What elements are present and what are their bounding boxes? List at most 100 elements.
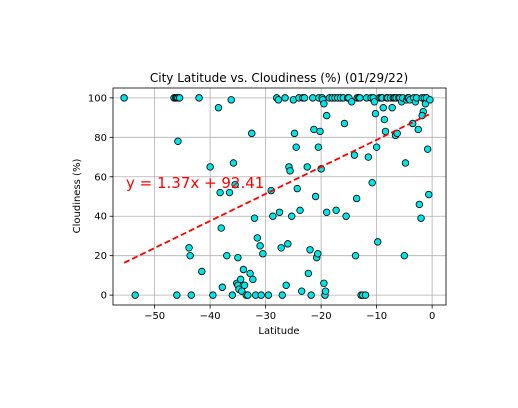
data-point (316, 127, 324, 136)
data-point (248, 129, 256, 138)
x-tick-label: −40 (200, 311, 221, 322)
data-point (379, 104, 387, 112)
data-point (206, 163, 214, 171)
data-point (304, 269, 313, 278)
data-point (120, 94, 128, 102)
data-point (298, 287, 306, 295)
x-tick-label: −10 (366, 311, 387, 322)
data-point (322, 208, 331, 216)
data-point (256, 242, 264, 250)
data-point (257, 291, 265, 299)
data-point (225, 188, 234, 197)
data-point (277, 244, 285, 252)
regression-line-path (123, 113, 430, 264)
data-point (214, 104, 223, 112)
data-point (198, 267, 206, 276)
data-point (131, 291, 139, 299)
data-point (361, 291, 370, 299)
data-point (332, 206, 340, 215)
y-tick-label: 100 (88, 93, 107, 104)
data-point (290, 129, 299, 138)
data-point (400, 251, 409, 260)
y-axis-ticks: 0 20 40 60 80 100 (88, 93, 113, 302)
data-point (300, 94, 309, 102)
data-point (195, 94, 203, 102)
x-tick-label: 0 (429, 311, 435, 322)
regression-line (123, 113, 430, 264)
data-point (250, 214, 259, 222)
plot-frame (112, 87, 447, 306)
data-point (239, 265, 248, 274)
data-point (187, 291, 195, 299)
data-point (174, 137, 182, 145)
data-point (186, 251, 194, 260)
x-axis-label: Latitude (258, 326, 299, 337)
data-point (259, 250, 267, 258)
y-tick-label: 80 (94, 133, 107, 144)
data-point (231, 180, 239, 189)
x-tick-label: −50 (144, 311, 165, 322)
data-point (275, 208, 284, 216)
data-point (249, 275, 257, 284)
data-point (310, 125, 318, 134)
data-point (314, 250, 322, 258)
data-point (264, 291, 273, 299)
data-point (185, 244, 193, 252)
data-point (253, 234, 261, 242)
data-point (371, 109, 380, 118)
data-point (309, 94, 317, 102)
data-point (350, 151, 359, 159)
data-point (425, 190, 433, 199)
data-point (352, 194, 361, 203)
data-point (296, 206, 304, 215)
data-point (286, 167, 294, 175)
data-point (306, 246, 314, 254)
data-point (229, 159, 238, 167)
data-point (307, 291, 315, 299)
data-point (218, 283, 227, 291)
data-point (292, 143, 300, 151)
x-tick-label: −30 (255, 311, 276, 322)
data-point (414, 125, 422, 134)
data-point (417, 214, 425, 222)
data-point (246, 269, 254, 278)
data-point (351, 251, 360, 260)
data-point (284, 240, 292, 248)
data-point (223, 251, 231, 260)
data-point (320, 100, 328, 108)
data-point (234, 253, 242, 262)
data-point (227, 96, 235, 104)
data-point (269, 212, 277, 220)
y-tick-label: 40 (94, 212, 107, 223)
data-point (175, 94, 184, 102)
data-point (293, 184, 301, 193)
data-point (311, 192, 320, 201)
data-point (320, 279, 328, 287)
y-tick-label: 60 (94, 172, 107, 183)
data-point (216, 188, 224, 197)
data-point (393, 129, 401, 138)
data-point (401, 159, 410, 167)
y-axis-label: Cloudiness (%) (72, 159, 83, 234)
data-point (209, 291, 217, 299)
data-point (368, 178, 376, 187)
data-point (364, 153, 372, 161)
data-point (217, 224, 225, 232)
y-tick-label: 20 (94, 251, 107, 262)
data-point (228, 291, 237, 299)
x-tick-label: −20 (311, 311, 332, 322)
data-point (374, 238, 382, 246)
data-point (303, 163, 311, 171)
data-point (274, 96, 283, 104)
data-point (244, 291, 252, 299)
data-point (321, 287, 330, 295)
data-point (288, 212, 296, 220)
data-point (282, 281, 290, 289)
data-point (380, 115, 389, 124)
data-point (278, 291, 286, 299)
y-tick-label: 0 (101, 291, 107, 302)
x-axis-ticks: −50 −40 −30 −20 −10 0 (144, 305, 435, 322)
regression-equation: y = 1.37x + 92.41 (126, 174, 264, 192)
data-point (356, 94, 364, 102)
